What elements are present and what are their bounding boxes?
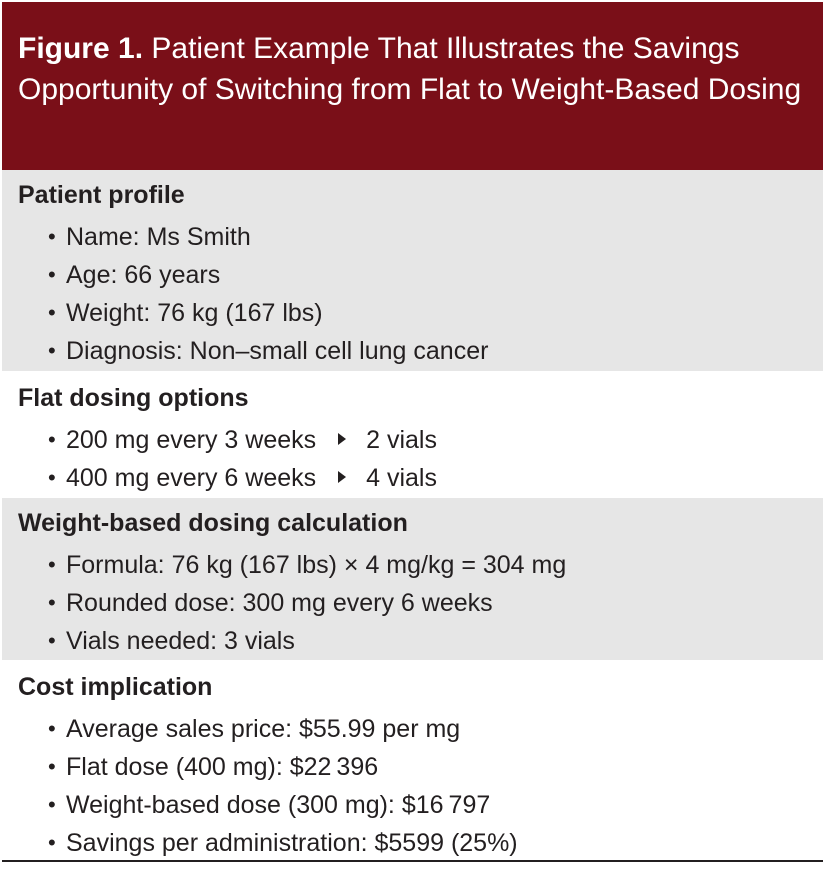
weight-based-list: Formula: 76 kg (167 lbs) × 4 mg/kg = 304…	[18, 546, 807, 660]
right-triangle-arrow-icon	[338, 433, 347, 446]
vials-text: 4 vials	[366, 464, 437, 492]
figure-label: Figure 1.	[18, 32, 144, 65]
list-item: Rounded dose: 300 mg every 6 weeks	[48, 584, 807, 622]
list-item: Weight: 76 kg (167 lbs)	[48, 294, 807, 332]
figure-header: Figure 1. Patient Example That Illustrat…	[2, 2, 823, 170]
vials-text: 2 vials	[366, 426, 437, 454]
list-item: Savings per administration: $5599 (25%)	[48, 824, 807, 862]
section-title: Weight-based dosing calculation	[18, 509, 408, 537]
dose-text: 200 mg every 3 weeks	[66, 426, 317, 454]
figure-title: Patient Example That Illustrates the Sav…	[18, 32, 802, 106]
weight-based-section: Weight-based dosing calculation Formula:…	[2, 498, 823, 662]
list-item: Diagnosis: Non–small cell lung cancer	[48, 332, 807, 370]
list-item: 400 mg every 6 weeks 4 vials	[48, 459, 807, 497]
list-item: Average sales price: $55.99 per mg	[48, 710, 807, 748]
section-title: Flat dosing options	[18, 384, 249, 412]
patient-profile-list: Name: Ms Smith Age: 66 years Weight: 76 …	[18, 218, 807, 370]
cost-implication-list: Average sales price: $55.99 per mg Flat …	[18, 710, 807, 862]
cost-implication-section: Cost implication Average sales price: $5…	[2, 662, 823, 862]
figure: Figure 1. Patient Example That Illustrat…	[2, 2, 823, 862]
right-triangle-arrow-icon	[338, 471, 347, 484]
patient-profile-section: Patient profile Name: Ms Smith Age: 66 y…	[2, 170, 823, 373]
list-item: Weight-based dose (300 mg): $16 797	[48, 786, 807, 824]
flat-dosing-section: Flat dosing options 200 mg every 3 weeks…	[2, 373, 823, 498]
list-item: Formula: 76 kg (167 lbs) × 4 mg/kg = 304…	[48, 546, 807, 584]
list-item: 200 mg every 3 weeks 2 vials	[48, 421, 807, 459]
dose-text: 400 mg every 6 weeks	[66, 464, 317, 492]
flat-dosing-list: 200 mg every 3 weeks 2 vials 400 mg every…	[18, 421, 807, 497]
section-title: Patient profile	[18, 181, 185, 209]
list-item: Name: Ms Smith	[48, 218, 807, 256]
section-title: Cost implication	[18, 673, 213, 701]
list-item: Age: 66 years	[48, 256, 807, 294]
list-item: Flat dose (400 mg): $22 396	[48, 748, 807, 786]
list-item: Vials needed: 3 vials	[48, 622, 807, 660]
